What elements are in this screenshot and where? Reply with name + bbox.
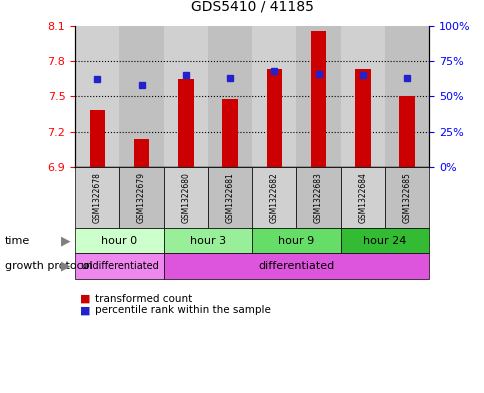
Text: GSM1322685: GSM1322685 bbox=[402, 172, 411, 223]
Text: ■: ■ bbox=[80, 294, 91, 304]
Bar bbox=[398, 96, 414, 167]
Bar bbox=[340, 26, 384, 167]
Text: percentile rank within the sample: percentile rank within the sample bbox=[94, 305, 270, 316]
Text: undifferentiated: undifferentiated bbox=[80, 261, 158, 271]
Bar bbox=[134, 139, 149, 167]
Bar bbox=[163, 26, 208, 167]
Text: GSM1322681: GSM1322681 bbox=[225, 172, 234, 223]
Text: GSM1322678: GSM1322678 bbox=[92, 172, 102, 223]
Text: hour 24: hour 24 bbox=[363, 236, 406, 246]
Text: hour 3: hour 3 bbox=[190, 236, 226, 246]
Bar bbox=[354, 69, 370, 167]
Bar bbox=[75, 26, 119, 167]
Bar bbox=[208, 26, 252, 167]
Text: GDS5410 / 41185: GDS5410 / 41185 bbox=[190, 0, 313, 14]
Bar bbox=[384, 26, 428, 167]
Text: hour 9: hour 9 bbox=[278, 236, 314, 246]
Text: GSM1322679: GSM1322679 bbox=[137, 172, 146, 223]
Bar bbox=[252, 26, 296, 167]
Text: transformed count: transformed count bbox=[94, 294, 192, 304]
Text: GSM1322684: GSM1322684 bbox=[358, 172, 366, 223]
Text: differentiated: differentiated bbox=[258, 261, 334, 271]
Text: GSM1322682: GSM1322682 bbox=[269, 172, 278, 223]
Bar bbox=[222, 99, 237, 167]
Text: ■: ■ bbox=[80, 305, 91, 316]
Text: ▶: ▶ bbox=[60, 234, 70, 247]
Bar bbox=[90, 110, 105, 167]
Bar bbox=[296, 26, 340, 167]
Text: growth protocol: growth protocol bbox=[5, 261, 92, 271]
Text: GSM1322680: GSM1322680 bbox=[181, 172, 190, 223]
Bar bbox=[119, 26, 163, 167]
Bar bbox=[266, 69, 282, 167]
Bar bbox=[310, 31, 326, 167]
Text: hour 0: hour 0 bbox=[101, 236, 137, 246]
Text: ▶: ▶ bbox=[60, 260, 70, 273]
Text: GSM1322683: GSM1322683 bbox=[314, 172, 322, 223]
Text: time: time bbox=[5, 236, 30, 246]
Bar bbox=[178, 79, 193, 167]
